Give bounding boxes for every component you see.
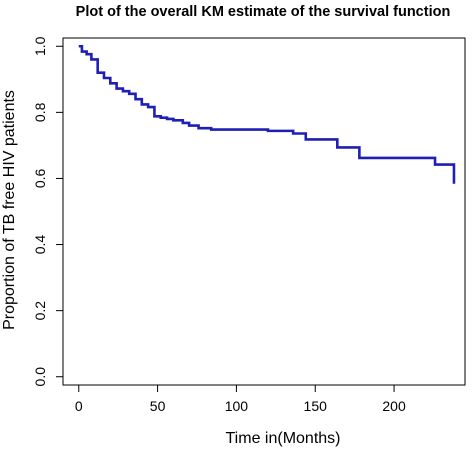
plot-frame [62, 37, 466, 386]
x-tick-label: 150 [304, 398, 328, 414]
x-axis: 0 50 100 150 200 [75, 385, 406, 414]
x-tick-label: 100 [225, 398, 249, 414]
km-survival-curve [78, 44, 456, 184]
x-tick-label: 50 [150, 398, 166, 414]
y-tick-label: 0.0 [32, 367, 48, 387]
y-tick-label: 0.6 [32, 169, 48, 189]
y-axis-label: Proportion of TB free HIV patients [1, 90, 18, 330]
y-tick-label: 0.8 [32, 102, 48, 122]
y-axis: 0.0 0.2 0.4 0.6 0.8 1.0 [32, 36, 63, 386]
y-tick-label: 1.0 [32, 36, 48, 56]
y-tick-label: 0.2 [32, 301, 48, 321]
chart-title: Plot of the overall KM estimate of the s… [76, 4, 451, 20]
x-tick-label: 0 [75, 398, 83, 414]
x-tick-label: 200 [382, 398, 406, 414]
y-tick-label: 0.4 [32, 235, 48, 255]
x-axis-label: Time in(Months) [226, 430, 341, 447]
